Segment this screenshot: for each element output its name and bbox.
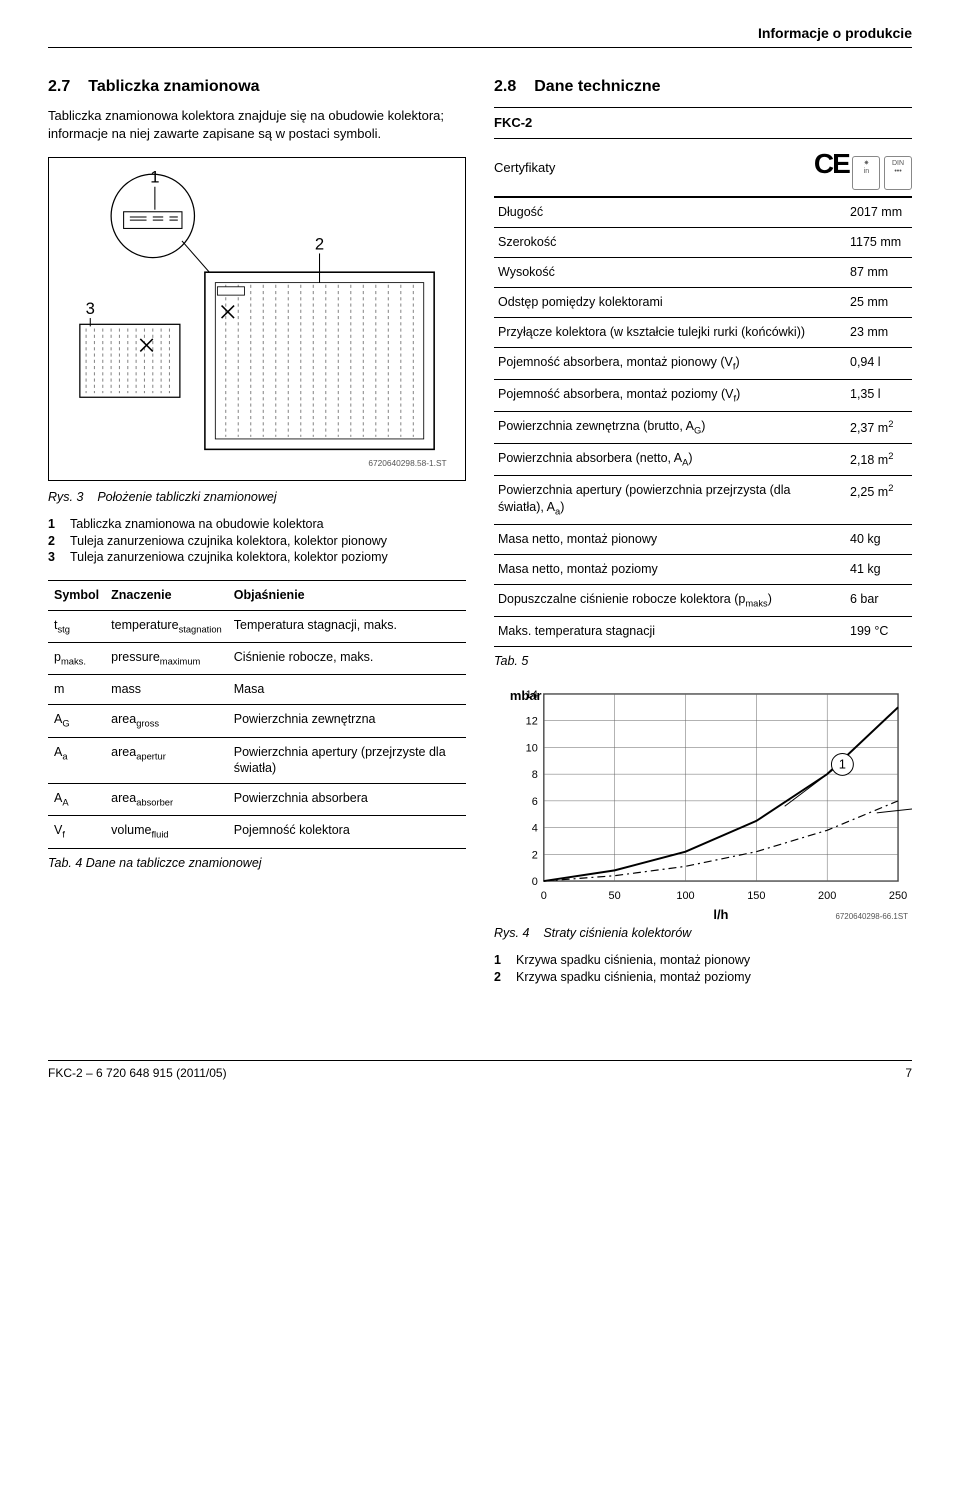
fig3-marker-3: 3 [86, 298, 95, 317]
fig3-marker-2: 2 [315, 234, 324, 253]
svg-text:l/h: l/h [713, 907, 728, 922]
svg-text:6: 6 [532, 796, 538, 808]
svg-text:4: 4 [532, 823, 538, 835]
figure-3-svg: 1 [59, 168, 455, 470]
figure-3-legend: 1Tabliczka znamionowa na obudowie kolekt… [48, 516, 466, 567]
cert-label: Certyfikaty [494, 159, 555, 177]
svg-text:2: 2 [532, 849, 538, 861]
page-footer: FKC-2 – 6 720 648 915 (2011/05) 7 [48, 1060, 912, 1081]
svg-text:150: 150 [747, 890, 765, 902]
svg-text:1: 1 [839, 756, 846, 771]
svg-text:50: 50 [609, 890, 621, 902]
figure-3-caption: Rys. 3 Położenie tabliczki znamionowej [48, 489, 466, 506]
section-2-8-text: Dane techniczne [534, 78, 660, 95]
tab4-h2: Objaśnienie [228, 581, 466, 611]
tab4-h0: Symbol [48, 581, 105, 611]
svg-text:200: 200 [818, 890, 836, 902]
model-row: FKC-2 [494, 107, 912, 138]
fig4-caption-prefix: Rys. 4 [494, 926, 529, 940]
svg-text:0: 0 [541, 890, 547, 902]
cert-icons: CE ✷in DIN••• [814, 145, 912, 190]
fig3-caption-text: Położenie tabliczki znamionowej [97, 490, 276, 504]
din-icon: DIN••• [884, 156, 912, 190]
fig3-marker-1: 1 [150, 168, 159, 187]
right-column: 2.8 Dane techniczne FKC-2 Certyfikaty CE … [494, 76, 912, 1000]
section-2-7-title: 2.7 Tabliczka znamionowa [48, 76, 466, 98]
svg-text:14: 14 [526, 689, 538, 701]
table-5-caption: Tab. 5 [494, 653, 912, 670]
svg-text:10: 10 [526, 742, 538, 754]
table-4-caption: Tab. 4 Dane na tabliczce znamionowej [48, 855, 466, 872]
svg-text:6720640298-66.1ST: 6720640298-66.1ST [835, 912, 908, 921]
section-2-7-num: 2.7 [48, 76, 70, 98]
footer-left: FKC-2 – 6 720 648 915 (2011/05) [48, 1065, 227, 1081]
figure-4-legend: 1Krzywa spadku ciśnienia, montaż pionowy… [494, 952, 912, 986]
page-header: Informacje o produkcie [48, 24, 912, 48]
svg-text:0: 0 [532, 876, 538, 888]
ce-icon: CE [814, 148, 849, 179]
footer-right: 7 [905, 1065, 912, 1081]
fig4-caption-text: Straty ciśnienia kolektorów [543, 926, 691, 940]
pressure-chart-svg: mbar02468101214050100150200250l/h1267206… [494, 686, 912, 925]
keymark-icon: ✷in [852, 156, 880, 190]
tab4-h1: Znaczenie [105, 581, 228, 611]
svg-text:250: 250 [889, 890, 907, 902]
section-2-8-title: 2.8 Dane techniczne [494, 76, 912, 98]
table-4: Symbol Znaczenie Objaśnienie tstgtempera… [48, 580, 466, 848]
svg-text:8: 8 [532, 769, 538, 781]
svg-text:12: 12 [526, 716, 538, 728]
pressure-chart: mbar02468101214050100150200250l/h1267206… [494, 686, 912, 925]
section-2-7-intro: Tabliczka znamionowa kolektora znajduje … [48, 107, 466, 142]
figure-4-caption: Rys. 4 Straty ciśnienia kolektorów [494, 925, 912, 942]
spec-table: Długość2017 mmSzerokość1175 mmWysokość87… [494, 197, 912, 647]
svg-text:100: 100 [676, 890, 694, 902]
figure-3: 1 [48, 157, 466, 481]
section-2-7-text: Tabliczka znamionowa [88, 78, 259, 95]
cert-row: Certyfikaty CE ✷in DIN••• [494, 138, 912, 197]
section-2-8-num: 2.8 [494, 76, 516, 98]
fig3-caption-prefix: Rys. 3 [48, 490, 83, 504]
fig3-credit: 6720640298.58-1.ST [368, 458, 446, 468]
left-column: 2.7 Tabliczka znamionowa Tabliczka znamio… [48, 76, 466, 1000]
